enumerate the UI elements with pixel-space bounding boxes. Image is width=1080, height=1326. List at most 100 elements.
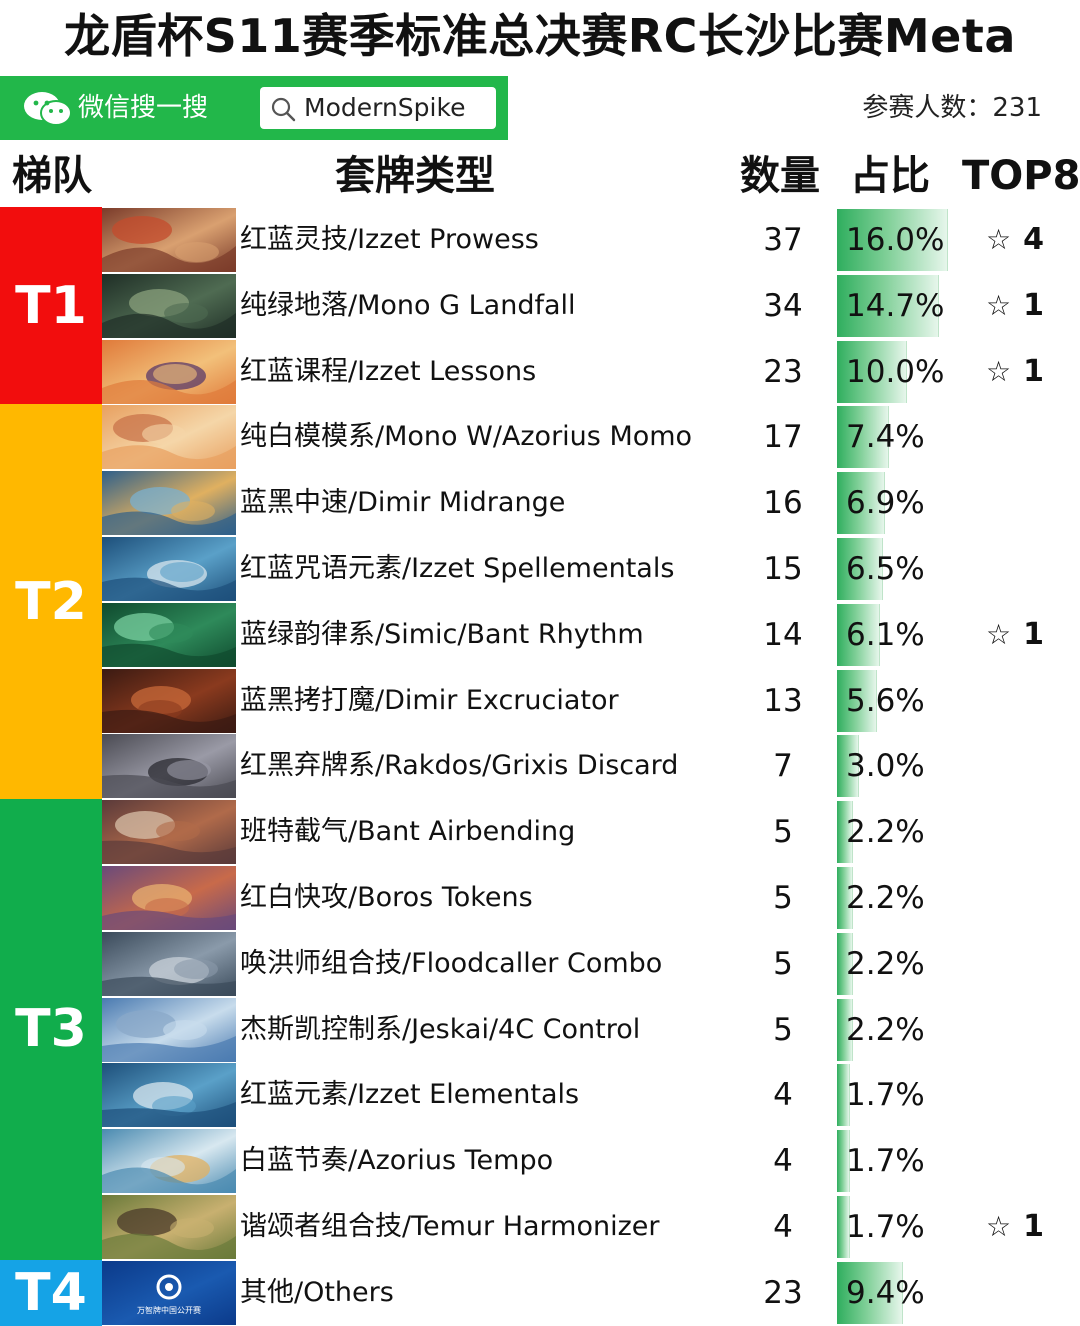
top8-count: ☆ 1 [986,273,1044,339]
deck-art-thumbnail [102,997,236,1062]
table-row: 红白快攻/Boros Tokens 5 2.2% [0,865,1080,931]
share-bar [837,998,854,1061]
deck-count: 13 [763,682,803,719]
share-percent: 10.0% [846,353,945,390]
deck-name: 红蓝课程/Izzet Lessons [240,355,537,387]
wechat-search-banner: 微信搜一搜 ModernSpike [0,76,508,140]
tier-label-t4: T4 [0,1259,102,1326]
star-icon: ☆ [986,354,1012,388]
share-percent: 6.5% [846,551,925,587]
table-row: 红黑弃牌系/Rakdos/Grixis Discard 7 3.0% [0,733,1080,799]
deck-art-thumbnail [102,471,236,536]
deck-name: 白蓝节奏/Azorius Tempo [240,1145,554,1177]
share-percent: 6.1% [846,616,925,653]
top8-value: 1 [1023,616,1044,652]
deck-name: 纯绿地落/Mono G Landfall [240,289,576,321]
share-bar [837,472,886,535]
deck-name: 谐颂者组合技/Temur Harmonizer [240,1211,660,1242]
deck-name: 红蓝灵技/Izzet Prowess [240,224,539,255]
top8-value: 1 [1023,1209,1044,1244]
deck-count: 14 [763,616,803,653]
share-bar [837,867,854,929]
share-percent: 1.7% [846,1143,925,1180]
deck-count: 4 [773,1077,793,1114]
art-caption: 万智牌中国公开赛 [137,1305,201,1315]
share-percent: 5.6% [846,682,925,719]
table-row: 纯绿地落/Mono G Landfall 34 14.7% ☆ 1 [0,273,1080,339]
share-percent: 2.2% [846,1011,925,1048]
share-bar [837,209,948,271]
deck-art-thumbnail [102,668,236,733]
deck-count: 5 [773,945,793,982]
share-bar [837,801,854,864]
share-percent: 2.2% [846,814,925,851]
deck-name: 蓝绿韵律系/Simic/Bant Rhythm [240,618,644,650]
table-row: 红蓝咒语元素/Izzet Spellementals 15 6.5% [0,536,1080,602]
top8-value: 1 [1023,287,1044,323]
table-row: 红蓝灵技/Izzet Prowess 37 16.0% ☆ 4 [0,207,1080,273]
deck-count: 23 [763,353,803,390]
share-bar [837,538,883,600]
deck-count: 4 [773,1143,793,1180]
top8-count: ☆ 1 [986,602,1044,668]
tier-label-t3: T3 [0,799,102,1260]
deck-count: 17 [763,419,803,456]
search-input[interactable]: ModernSpike [260,87,496,129]
share-percent: 7.4% [846,419,925,456]
share-bar [837,340,907,403]
deck-name: 蓝黑拷打魔/Dimir Excruciator [240,684,619,716]
participant-count: 参赛人数：231 [862,93,1042,123]
page-title: 龙盾杯S11赛季标准总决赛RC长沙比赛Meta [64,9,1016,63]
search-icon [271,97,296,122]
header-share: 占比 [850,153,930,199]
table-row: 纯白模模系/Mono W/Azorius Momo 17 7.4% [0,404,1080,470]
table-row: 蓝黑拷打魔/Dimir Excruciator 13 5.6% [0,668,1080,734]
share-bar [837,1130,850,1193]
table-row: 白蓝节奏/Azorius Tempo 4 1.7% [0,1128,1080,1194]
share-bar [837,735,859,798]
wechat-logo-icon [24,92,72,126]
deck-art-thumbnail [102,208,236,272]
star-icon: ☆ [986,1210,1012,1243]
share-bar [837,932,854,995]
top8-value: 1 [1023,353,1044,389]
top8-count: ☆ 1 [986,1194,1044,1260]
share-percent: 2.2% [846,880,925,916]
table-row: 蓝绿韵律系/Simic/Bant Rhythm 14 6.1% ☆ 1 [0,602,1080,668]
deck-art-thumbnail [102,273,236,338]
header-count: 数量 [740,153,820,199]
table-row: 红蓝元素/Izzet Elementals 4 1.7% [0,1062,1080,1128]
top8-count: ☆ 1 [986,339,1044,405]
deck-art-thumbnail: 万智牌中国公开赛 [102,1260,236,1325]
deck-count: 5 [773,1011,793,1048]
deck-count: 5 [773,880,793,916]
header-top8: TOP8 [962,153,1080,199]
share-bar [837,1261,903,1324]
deck-art-thumbnail [102,1129,236,1194]
top8-count: ☆ 4 [986,207,1044,273]
share-percent: 3.0% [846,748,925,785]
table-row: 万智牌中国公开赛 其他/Others 23 9.4% [0,1260,1080,1326]
deck-name: 纯白模模系/Mono W/Azorius Momo [240,421,693,453]
deck-count: 34 [763,287,803,324]
share-percent: 16.0% [846,222,945,258]
share-percent: 14.7% [846,287,945,324]
table-row: 蓝黑中速/Dimir Midrange 16 6.9% [0,470,1080,536]
deck-name: 红白快攻/Boros Tokens [240,882,533,913]
tier-label-t2: T2 [0,404,102,800]
share-bar [837,1064,850,1127]
table-row: 红蓝课程/Izzet Lessons 23 10.0% ☆ 1 [0,339,1080,405]
deck-art-thumbnail [102,734,236,799]
deck-art-thumbnail [102,405,236,470]
deck-name: 其他/Others [240,1276,394,1308]
star-icon: ☆ [986,617,1012,651]
deck-count: 15 [763,551,803,587]
share-bar [837,274,940,337]
deck-art-thumbnail [102,602,236,667]
share-percent: 1.7% [846,1077,925,1114]
deck-name: 红蓝咒语元素/Izzet Spellementals [240,553,675,584]
deck-art-thumbnail [102,1195,236,1259]
share-bar [837,669,877,732]
deck-name: 杰斯凯控制系/Jeskai/4C Control [240,1013,641,1045]
deck-name: 红黑弃牌系/Rakdos/Grixis Discard [240,750,679,782]
